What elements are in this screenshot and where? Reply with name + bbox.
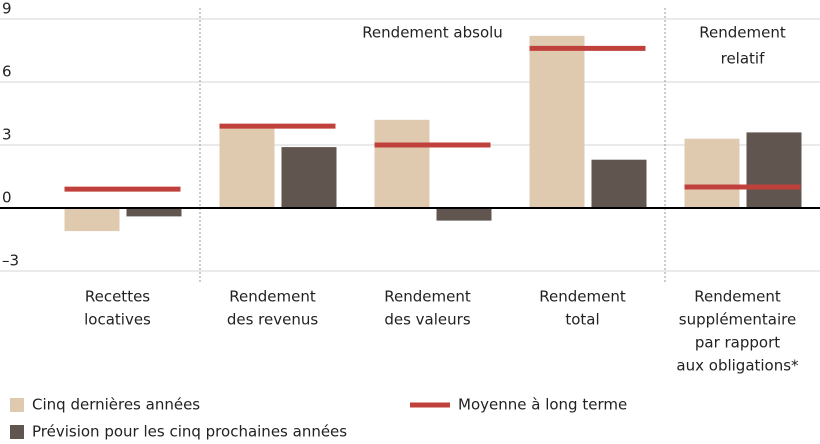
y-tick-label: 3 (2, 126, 12, 144)
annotation: Rendement (699, 24, 786, 42)
x-tick-label: Rendement (384, 288, 471, 306)
x-tick-label: supplémentaire (679, 311, 796, 329)
legend-label: Prévision pour les cinq prochaines année… (32, 423, 347, 441)
legend-label: Moyenne à long terme (458, 396, 627, 414)
x-tick-label: Rendement (694, 288, 781, 306)
x-tick-label: aux obligations* (676, 357, 799, 375)
bar (64, 208, 120, 232)
y-tick-label: 0 (2, 189, 12, 207)
bar (529, 35, 585, 208)
x-tick-label: Rendement (229, 288, 316, 306)
y-tick-label: –3 (2, 252, 19, 270)
legend-swatch (10, 398, 24, 412)
bar (281, 147, 337, 208)
y-tick-label: 6 (2, 63, 12, 81)
bar (374, 119, 430, 208)
x-tick-label: locatives (84, 311, 151, 329)
x-tick-label: total (565, 311, 599, 329)
x-tick-label: des revenus (227, 311, 319, 329)
annotation: Rendement absolu (362, 24, 503, 42)
y-tick-label: 9 (2, 0, 12, 18)
bar (746, 132, 802, 208)
x-tick-label: par rapport (695, 334, 780, 352)
x-tick-label: des valeurs (384, 311, 470, 329)
x-tick-label: Rendement (539, 288, 626, 306)
x-tick-label: Recettes (85, 288, 150, 306)
bar (591, 159, 647, 208)
legend-swatch (10, 425, 24, 439)
bar (126, 208, 182, 217)
annotation: relatif (721, 50, 765, 68)
bar (436, 208, 492, 221)
legend-label: Cinq dernières années (32, 396, 200, 414)
bar (684, 138, 740, 208)
bar (219, 126, 275, 208)
